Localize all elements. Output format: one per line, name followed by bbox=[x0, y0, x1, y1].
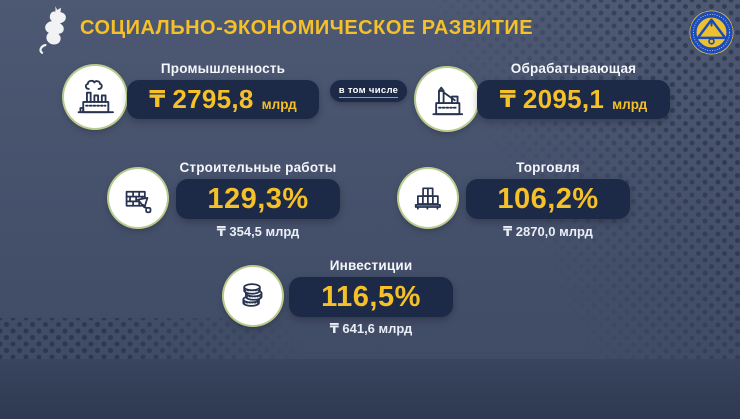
manufacturing-value: 2095,1 bbox=[522, 84, 605, 114]
investments-sub-value: ₸ 641,6 млрд bbox=[329, 321, 413, 336]
construction-value: 129,3% bbox=[207, 182, 309, 215]
ministry-emblem-icon bbox=[688, 9, 735, 56]
investments-label: Инвестиции bbox=[329, 258, 413, 273]
tenge-symbol: ₸ bbox=[149, 86, 166, 112]
construction-value-pill: 129,3% bbox=[176, 179, 340, 219]
factory-icon bbox=[64, 66, 126, 128]
footer-band bbox=[0, 359, 740, 419]
page-title: СОЦИАЛЬНО-ЭКОНОМИЧЕСКОЕ РАЗВИТИЕ bbox=[80, 17, 534, 39]
industry-value: 2795,8 bbox=[172, 84, 254, 114]
snow-leopard-ornament-icon bbox=[33, 5, 69, 55]
connector-label: в том числе bbox=[338, 84, 399, 98]
manufacturing-label: Обрабатывающая bbox=[510, 61, 637, 76]
industry-unit: млрд bbox=[261, 97, 297, 112]
bricks-trowel-icon bbox=[109, 169, 167, 227]
industry-value-pill: ₸ 2795,8 млрд bbox=[127, 80, 319, 119]
trade-sub-value: ₸ 2870,0 млрд bbox=[503, 224, 593, 239]
trade-value-pill: 106,2% bbox=[466, 179, 630, 219]
construction-sub-value: ₸ 354,5 млрд bbox=[216, 224, 300, 239]
trade-value: 106,2% bbox=[497, 182, 599, 215]
tenge-symbol: ₸ bbox=[499, 86, 516, 112]
investments-value: 116,5% bbox=[321, 280, 421, 313]
trade-label: Торговля bbox=[516, 160, 580, 175]
connector-badge: в том числе bbox=[330, 80, 407, 102]
processing-plant-icon bbox=[416, 68, 478, 130]
industry-label: Промышленность bbox=[160, 61, 286, 76]
boxes-pallet-icon bbox=[399, 169, 457, 227]
construction-label: Строительные работы bbox=[179, 160, 337, 175]
manufacturing-value-pill: ₸ 2095,1 млрд bbox=[477, 80, 670, 119]
manufacturing-unit: млрд bbox=[612, 97, 648, 112]
investments-value-pill: 116,5% bbox=[289, 277, 453, 317]
coins-stack-icon bbox=[224, 267, 282, 325]
